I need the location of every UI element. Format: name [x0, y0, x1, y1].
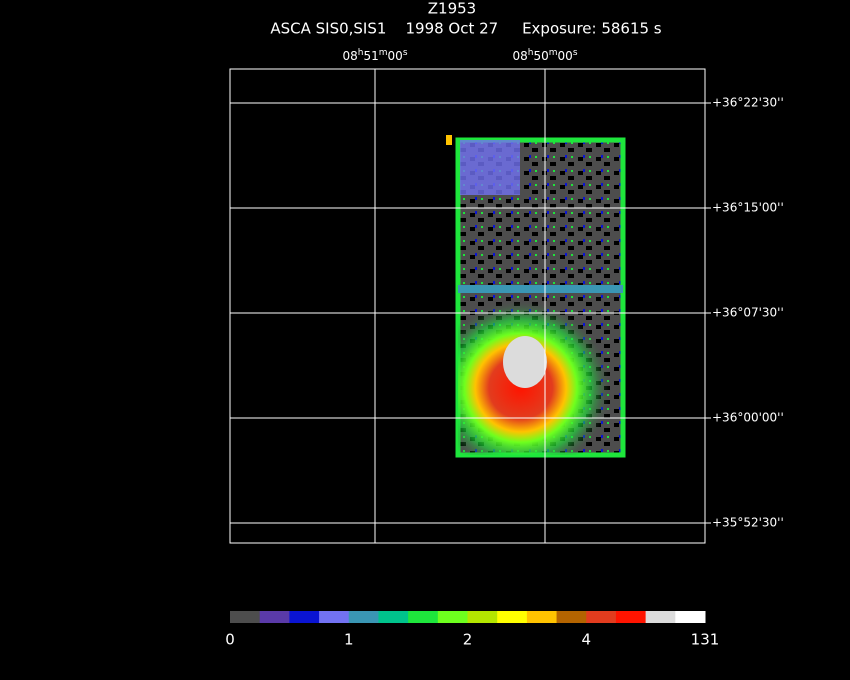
- ra-label-part: 08: [342, 49, 357, 63]
- colorbar-swatch: [259, 611, 290, 623]
- colorbar-swatch: [319, 611, 350, 623]
- colorbar-swatch: [497, 611, 528, 623]
- title: Z1953: [428, 0, 476, 18]
- colorbar-swatch: [408, 611, 439, 623]
- sky-image: [446, 135, 626, 458]
- colorbar-swatch: [467, 611, 498, 623]
- ra-label-part: s: [403, 48, 408, 58]
- colorbar-swatch: [586, 611, 617, 623]
- colorbar-swatch: [675, 611, 706, 623]
- colorbar-swatch: [378, 611, 409, 623]
- colorbar-swatch: [556, 611, 587, 623]
- colorbar-swatch: [645, 611, 676, 623]
- dec-label: +35°52'30'': [712, 516, 784, 530]
- ra-label-part: s: [573, 48, 578, 58]
- ra-label-part: 00: [558, 49, 573, 63]
- dec-label: +36°22'30'': [712, 96, 784, 110]
- plot-frame: [229, 68, 706, 544]
- ra-label-part: m: [379, 48, 388, 58]
- dec-axis: +36°22'30'' +36°15'00'' +36°07'30'' +36°00'…: [230, 96, 784, 530]
- dec-label: +36°00'00'': [712, 411, 784, 425]
- colorbar-label: 4: [581, 631, 591, 649]
- colorbar-label: 0: [225, 631, 235, 649]
- colorbar-label: 2: [463, 631, 473, 649]
- colorbar-label: 1: [344, 631, 354, 649]
- ra-label-part: m: [549, 48, 558, 58]
- ra-axis: 08h51m00s 08h50m00s: [342, 48, 577, 63]
- colorbar-swatch: [230, 611, 261, 623]
- ra-label-part: 08: [512, 49, 527, 63]
- subtitle: ASCA SIS0,SIS1 1998 Oct 27 Exposure: 586…: [270, 20, 661, 38]
- colorbar-swatch: [437, 611, 468, 623]
- colorbar-swatch: [615, 611, 647, 623]
- ra-label-part: 00: [388, 49, 403, 63]
- colorbar-swatch: [348, 611, 379, 623]
- dec-label: +36°07'30'': [712, 306, 784, 320]
- dec-label: +36°15'00'': [712, 201, 784, 215]
- colorbar-swatch: [526, 611, 558, 623]
- ra-label-part: h: [358, 48, 364, 58]
- colorbar-label: 131: [691, 631, 720, 649]
- colorbar-swatch: [289, 611, 320, 623]
- ra-label-part: 50: [533, 49, 548, 63]
- ra-label: 08h51m00s: [342, 48, 407, 63]
- colorbar: 0 1 2 4 131: [225, 611, 719, 649]
- ra-label-part: h: [528, 48, 534, 58]
- ra-label-part: 51: [363, 49, 378, 63]
- ra-label: 08h50m00s: [512, 48, 577, 63]
